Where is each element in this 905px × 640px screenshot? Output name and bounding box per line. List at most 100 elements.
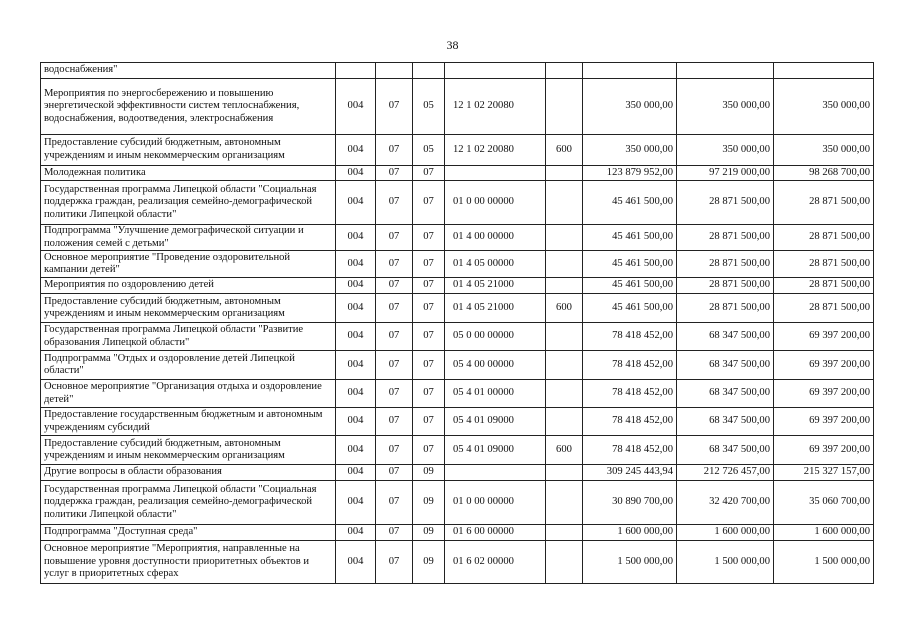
target-article-code: 05 4 01 09000	[444, 407, 546, 437]
subsection-code: 07	[412, 180, 445, 225]
amount-year-1: 78 418 452,00	[582, 407, 677, 437]
subsection-code: 09	[412, 480, 445, 526]
subsection-code: 07	[412, 293, 445, 324]
subsection-code: 05	[412, 134, 445, 166]
table-row: Государственная программа Липецкой облас…	[40, 322, 874, 352]
subsection-code: 09	[412, 524, 445, 542]
amount-year-3: 28 871 500,00	[773, 250, 874, 279]
expense-type-code	[545, 250, 583, 279]
subsection-code: 07	[412, 223, 445, 252]
amount-year-2: 28 871 500,00	[676, 180, 774, 225]
subsection-code: 07	[412, 277, 445, 295]
section-code: 07	[375, 350, 413, 381]
target-article-code	[444, 62, 546, 79]
expense-type-code	[545, 524, 583, 542]
amount-year-2: 1 600 000,00	[676, 524, 774, 542]
amount-year-3: 28 871 500,00	[773, 223, 874, 252]
target-article-code: 01 6 00 00000	[444, 524, 546, 542]
ved-code: 004	[335, 480, 376, 526]
target-article-code: 12 1 02 20080	[444, 134, 546, 166]
expense-type-code	[545, 464, 583, 482]
subsection-code: 07	[412, 407, 445, 437]
amount-year-1: 123 879 952,00	[582, 165, 677, 181]
section-code: 07	[375, 480, 413, 526]
table-row: Основное мероприятие "Мероприятия, напра…	[40, 540, 874, 585]
target-article-code: 05 4 01 00000	[444, 379, 546, 409]
expense-type-code	[545, 480, 583, 526]
amount-year-1: 45 461 500,00	[582, 293, 677, 324]
amount-year-3: 35 060 700,00	[773, 480, 874, 526]
table-row: Предоставление субсидий бюджетным, автон…	[40, 293, 874, 324]
budget-table: водоснабжения" Мероприятия по энергосбере…	[40, 62, 874, 585]
section-code: 07	[375, 134, 413, 166]
expense-type-code	[545, 350, 583, 381]
amount-year-1: 309 245 443,94	[582, 464, 677, 482]
amount-year-3: 350 000,00	[773, 78, 874, 135]
target-article-code: 12 1 02 20080	[444, 78, 546, 135]
target-article-code: 01 4 05 21000	[444, 293, 546, 324]
target-article-code: 01 4 05 00000	[444, 250, 546, 279]
section-code: 07	[375, 180, 413, 225]
ved-code: 004	[335, 540, 376, 585]
amount-year-3: 69 397 200,00	[773, 322, 874, 352]
expense-type-code	[545, 379, 583, 409]
amount-year-1: 1 500 000,00	[582, 540, 677, 585]
subsection-code: 09	[412, 540, 445, 585]
ved-code: 004	[335, 134, 376, 166]
subsection-code: 07	[412, 435, 445, 466]
section-code: 07	[375, 435, 413, 466]
amount-year-1: 45 461 500,00	[582, 223, 677, 252]
ved-code: 004	[335, 277, 376, 295]
amount-year-2: 212 726 457,00	[676, 464, 774, 482]
amount-year-3: 69 397 200,00	[773, 407, 874, 437]
expense-type-code: 600	[545, 134, 583, 166]
target-article-code: 01 0 00 00000	[444, 180, 546, 225]
ved-code: 004	[335, 78, 376, 135]
amount-year-1: 78 418 452,00	[582, 435, 677, 466]
amount-year-3: 69 397 200,00	[773, 350, 874, 381]
amount-year-1: 78 418 452,00	[582, 350, 677, 381]
section-code: 07	[375, 293, 413, 324]
section-code: 07	[375, 223, 413, 252]
subsection-code	[412, 62, 445, 79]
ved-code: 004	[335, 407, 376, 437]
ved-code	[335, 62, 376, 79]
amount-year-2: 28 871 500,00	[676, 250, 774, 279]
ved-code: 004	[335, 223, 376, 252]
row-description: Основное мероприятие "Мероприятия, напра…	[40, 540, 336, 585]
amount-year-3: 69 397 200,00	[773, 379, 874, 409]
amount-year-3: 215 327 157,00	[773, 464, 874, 482]
subsection-code: 05	[412, 78, 445, 135]
target-article-code	[444, 464, 546, 482]
ved-code: 004	[335, 524, 376, 542]
expense-type-code: 600	[545, 293, 583, 324]
ved-code: 004	[335, 165, 376, 181]
section-code: 07	[375, 250, 413, 279]
amount-year-3: 350 000,00	[773, 134, 874, 166]
amount-year-2: 68 347 500,00	[676, 407, 774, 437]
expense-type-code	[545, 223, 583, 252]
target-article-code	[444, 165, 546, 181]
amount-year-2	[676, 62, 774, 79]
row-description: Государственная программа Липецкой облас…	[40, 480, 336, 526]
ved-code: 004	[335, 322, 376, 352]
row-description: водоснабжения"	[40, 62, 336, 79]
section-code	[375, 62, 413, 79]
amount-year-2: 32 420 700,00	[676, 480, 774, 526]
amount-year-1: 30 890 700,00	[582, 480, 677, 526]
table-row: Основное мероприятие "Проведение оздоров…	[40, 250, 874, 279]
row-description: Государственная программа Липецкой облас…	[40, 322, 336, 352]
section-code: 07	[375, 379, 413, 409]
row-description: Другие вопросы в области образования	[40, 464, 336, 482]
row-description: Мероприятия по энергосбережению и повыше…	[40, 78, 336, 135]
amount-year-1: 1 600 000,00	[582, 524, 677, 542]
row-description: Мероприятия по оздоровлению детей	[40, 277, 336, 295]
page-number: 38	[446, 38, 459, 52]
row-description: Предоставление государственным бюджетным…	[40, 407, 336, 437]
section-code: 07	[375, 277, 413, 295]
amount-year-2: 350 000,00	[676, 134, 774, 166]
ved-code: 004	[335, 293, 376, 324]
row-description: Основное мероприятие "Организация отдыха…	[40, 379, 336, 409]
expense-type-code: 600	[545, 435, 583, 466]
amount-year-1: 45 461 500,00	[582, 250, 677, 279]
